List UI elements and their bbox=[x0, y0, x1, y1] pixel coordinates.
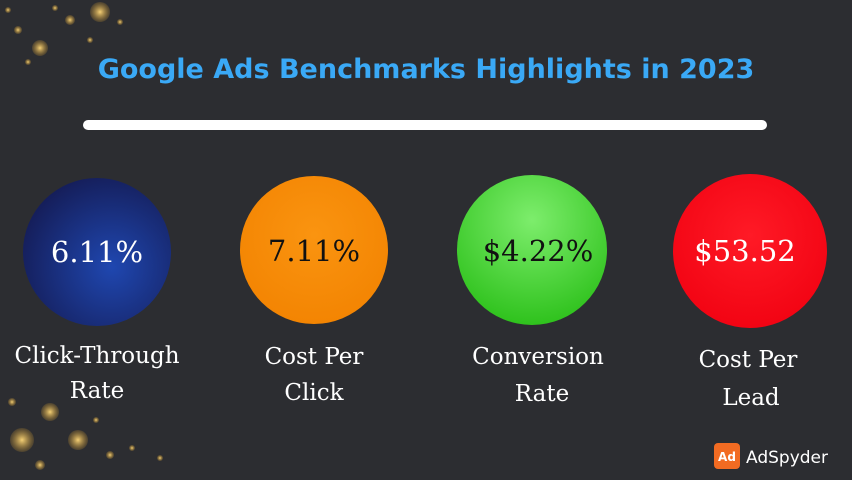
metric-label: Click-Through bbox=[14, 343, 179, 369]
metric-label: Cost Per bbox=[265, 344, 364, 370]
metric-circle bbox=[23, 178, 171, 326]
brand-icon bbox=[714, 443, 740, 469]
metric-label: Click bbox=[284, 380, 344, 406]
brand-icon-text: Ad bbox=[718, 450, 736, 464]
brand-name: AdSpyder bbox=[746, 448, 828, 468]
metric-label: Rate bbox=[515, 381, 569, 407]
metric-label: Cost Per bbox=[699, 347, 798, 373]
metric-circle bbox=[673, 174, 827, 328]
metric-value: $4.22% bbox=[483, 234, 594, 268]
metric-value: $53.52 bbox=[694, 234, 795, 268]
metric-value: 7.11% bbox=[268, 234, 360, 268]
bokeh-decoration bbox=[5, 2, 163, 470]
title: Google Ads Benchmarks Highlights in 2023 bbox=[98, 54, 755, 85]
metric-label: Rate bbox=[70, 378, 124, 404]
divider bbox=[83, 120, 767, 130]
metric-label: Conversion bbox=[472, 344, 604, 370]
metric-circle bbox=[240, 176, 388, 324]
metric-circle bbox=[457, 175, 607, 325]
metric-label: Lead bbox=[722, 385, 780, 411]
metric-value: 6.11% bbox=[51, 235, 143, 269]
